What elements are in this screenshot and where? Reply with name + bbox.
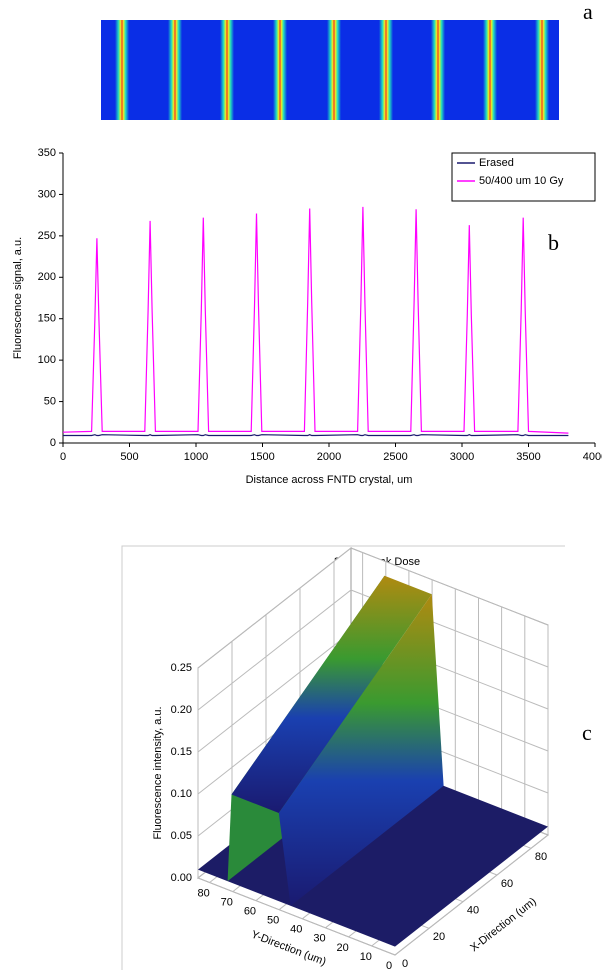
x-tick-label: 0 xyxy=(402,958,408,970)
series-line xyxy=(63,434,569,437)
y-axis-label: Fluorescence signal, a.u. xyxy=(12,237,24,359)
z-tick-label: 0.25 xyxy=(171,662,192,674)
x-tick-label: 1000 xyxy=(184,451,208,463)
y-tick-label: 60 xyxy=(244,906,256,918)
y-tick-label: 100 xyxy=(38,354,56,366)
z-tick-label: 0.00 xyxy=(171,872,192,884)
y-tick-label: 40 xyxy=(290,924,302,936)
panel-label: c xyxy=(582,720,592,745)
grid-line xyxy=(394,625,549,956)
y-tick-label: 20 xyxy=(337,942,349,954)
legend-box xyxy=(451,152,596,202)
x-tick-label: 2500 xyxy=(383,451,407,463)
z-tick-label: 0.15 xyxy=(171,746,192,758)
z-tick-label: 0.05 xyxy=(171,830,192,842)
x-tick-label: 80 xyxy=(535,851,547,863)
legend-label: 50/400 um 10 Gy xyxy=(479,175,564,187)
y-tick-label: 150 xyxy=(38,313,56,325)
y-tick-label: 50 xyxy=(44,395,56,407)
x-tick-label: 4000 xyxy=(583,451,602,463)
z-tick-label: 0.20 xyxy=(171,704,192,716)
x-tick-label: 500 xyxy=(120,451,138,463)
y-tick-label: 80 xyxy=(197,887,209,899)
panel-label: b xyxy=(548,230,559,255)
surface-top xyxy=(231,575,432,813)
fluorescence-image xyxy=(101,20,559,120)
z-tick-label: 0.10 xyxy=(171,788,192,800)
z-axis-label: Fluorescence intensity, a.u. xyxy=(152,706,164,839)
x-tick-label: 60 xyxy=(501,878,513,890)
x-tick-label: 20 xyxy=(433,931,445,943)
x-tick-label: 2000 xyxy=(317,451,341,463)
grid-line xyxy=(197,547,549,669)
x-tick-label: 40 xyxy=(467,905,479,917)
y-tick-label: 300 xyxy=(38,188,56,200)
x-tick-label: 0 xyxy=(60,451,66,463)
y-tick-label: 50 xyxy=(267,915,279,927)
y-tick-label: 0 xyxy=(50,437,56,449)
panel-label: a xyxy=(583,0,593,24)
panel-frame xyxy=(121,545,565,970)
grid-line xyxy=(197,589,549,711)
grid-line xyxy=(197,668,396,956)
y-tick-label: 30 xyxy=(313,933,325,945)
y-tick-label: 10 xyxy=(360,951,372,963)
series-line xyxy=(62,206,569,434)
surface-front-slope xyxy=(278,594,444,906)
x-tick-label: 3000 xyxy=(450,451,474,463)
x-tick-label: 1500 xyxy=(250,451,274,463)
y-tick-label: 250 xyxy=(38,230,56,242)
x-tick-label: 3500 xyxy=(516,451,540,463)
y-tick-label: 350 xyxy=(38,147,56,159)
y-tick-label: 200 xyxy=(38,271,56,283)
y-tick-label: 0 xyxy=(386,960,392,972)
legend-label: Erased xyxy=(479,157,514,169)
x-axis-label: Distance across FNTD crystal, um xyxy=(246,474,413,486)
surface-floor xyxy=(198,749,548,947)
y-tick-label: 70 xyxy=(221,896,233,908)
